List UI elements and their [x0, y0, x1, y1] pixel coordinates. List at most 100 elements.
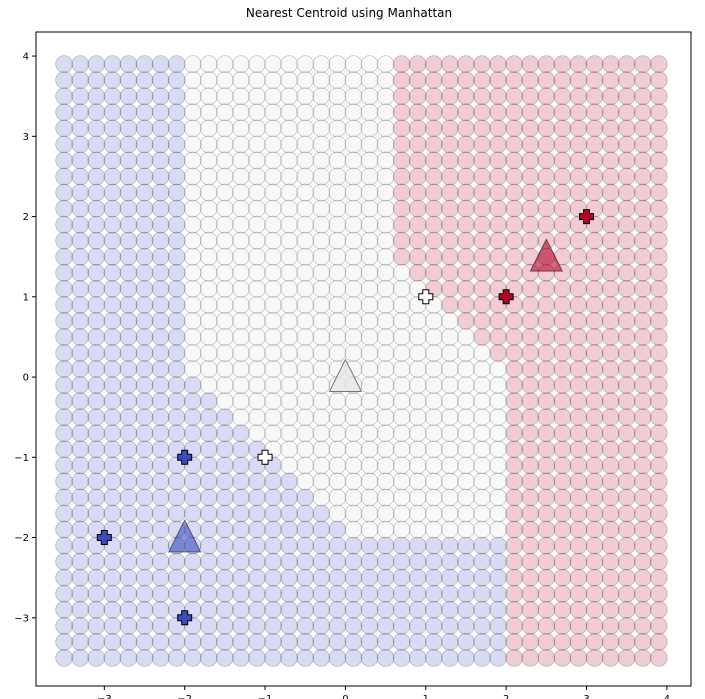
grid-point	[216, 440, 234, 459]
grid-point	[199, 151, 218, 170]
grid-point	[135, 119, 154, 138]
grid-point	[103, 536, 122, 555]
grid-point	[537, 392, 556, 410]
grid-point	[360, 135, 379, 154]
grid-point	[601, 649, 620, 667]
grid-point	[601, 215, 620, 234]
grid-point	[489, 55, 507, 73]
grid-point	[601, 520, 620, 539]
grid-point	[199, 119, 218, 138]
grid-point	[650, 279, 668, 298]
grid-point	[569, 568, 588, 587]
grid-point	[280, 488, 299, 507]
grid-point	[264, 279, 282, 298]
grid-point	[569, 536, 588, 555]
grid-point	[135, 584, 154, 603]
grid-point	[216, 616, 234, 635]
grid-point	[360, 167, 379, 186]
grid-point	[650, 247, 668, 266]
grid-point	[473, 520, 491, 539]
grid-point	[135, 408, 154, 427]
grid-point	[264, 584, 282, 603]
grid-point	[537, 135, 556, 154]
grid-point	[392, 552, 411, 571]
grid-point	[473, 247, 491, 266]
grid-point	[441, 408, 459, 427]
grid-point	[119, 167, 138, 186]
grid-point	[441, 520, 459, 539]
grid-point	[392, 103, 411, 122]
grid-point	[489, 360, 507, 378]
grid-point	[264, 392, 282, 410]
grid-point	[392, 295, 411, 314]
grid-point	[167, 600, 186, 619]
grid-point	[569, 215, 588, 234]
grid-point	[617, 649, 636, 667]
grid-point	[55, 633, 73, 651]
grid-point	[505, 119, 524, 138]
grid-point	[55, 649, 73, 667]
grid-point	[344, 584, 363, 603]
grid-point	[457, 199, 475, 218]
grid-point	[232, 279, 250, 298]
grid-point	[151, 55, 170, 73]
grid-point	[376, 392, 395, 410]
grid-point	[489, 520, 507, 539]
grid-point	[376, 408, 395, 427]
grid-point	[119, 633, 138, 651]
grid-point	[553, 392, 572, 410]
grid-point	[617, 552, 636, 571]
grid-point	[151, 279, 170, 298]
grid-point	[248, 600, 266, 619]
grid-point	[633, 584, 652, 603]
grid-point	[424, 151, 443, 170]
grid-point	[119, 231, 138, 250]
grid-point	[473, 633, 491, 651]
grid-point	[167, 71, 186, 89]
grid-point	[360, 504, 379, 523]
grid-point	[505, 488, 524, 507]
grid-point	[55, 183, 73, 202]
grid-point	[151, 408, 170, 427]
grid-point	[296, 87, 315, 106]
grid-point	[569, 151, 588, 170]
grid-point	[296, 536, 315, 555]
grid-point	[376, 167, 395, 186]
grid-point	[280, 456, 299, 475]
grid-point	[441, 295, 459, 314]
grid-point	[457, 649, 475, 667]
grid-point	[87, 504, 106, 523]
grid-point	[633, 440, 652, 459]
grid-point	[71, 424, 90, 443]
centroid-marker	[529, 238, 564, 272]
grid-points-layer	[55, 55, 668, 667]
grid-point	[199, 424, 218, 443]
grid-point	[376, 247, 395, 266]
training-point	[257, 449, 273, 465]
grid-point	[537, 295, 556, 314]
grid-point	[344, 183, 363, 202]
grid-point	[392, 215, 411, 234]
grid-point	[617, 504, 636, 523]
grid-point	[216, 167, 234, 186]
grid-point	[87, 135, 106, 154]
grid-point	[585, 119, 604, 138]
grid-point	[71, 312, 90, 330]
grid-point	[441, 440, 459, 459]
grid-point	[280, 344, 299, 362]
grid-point	[601, 360, 620, 378]
grid-point	[167, 408, 186, 427]
grid-point	[135, 199, 154, 218]
grid-point	[151, 488, 170, 507]
grid-point	[328, 408, 347, 427]
grid-point	[408, 392, 427, 410]
grid-point	[489, 328, 507, 346]
grid-point	[183, 55, 202, 73]
grid-point	[87, 584, 106, 603]
grid-point	[328, 71, 347, 89]
grid-point	[569, 424, 588, 443]
grid-point	[585, 312, 604, 330]
grid-point	[601, 392, 620, 410]
grid-point	[135, 456, 154, 475]
grid-point	[87, 392, 106, 410]
